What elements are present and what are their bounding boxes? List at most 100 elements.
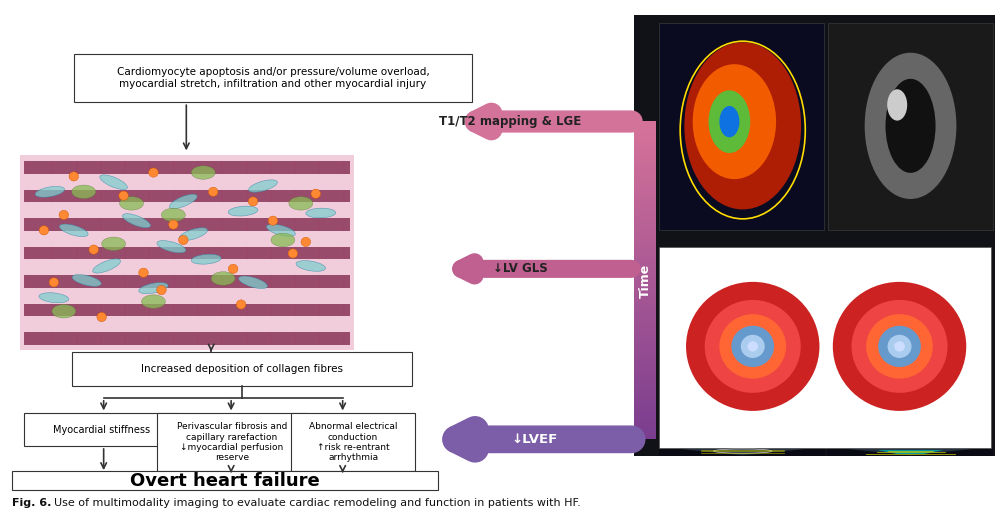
Bar — [634, 159, 656, 161]
Bar — [634, 387, 656, 390]
Bar — [634, 193, 656, 196]
Bar — [634, 141, 656, 144]
Bar — [634, 321, 656, 323]
Ellipse shape — [886, 79, 936, 173]
Bar — [634, 248, 656, 250]
Bar — [634, 386, 656, 388]
Bar — [634, 128, 656, 131]
Ellipse shape — [249, 180, 277, 192]
Bar — [634, 349, 656, 352]
Bar — [634, 252, 656, 255]
FancyBboxPatch shape — [12, 471, 438, 490]
Bar — [634, 413, 656, 415]
Bar — [634, 130, 656, 133]
Bar — [634, 241, 656, 244]
Bar — [634, 190, 656, 193]
Ellipse shape — [719, 106, 739, 137]
Bar — [634, 298, 656, 301]
Bar — [634, 327, 656, 330]
Bar — [634, 184, 656, 187]
Bar — [634, 354, 656, 357]
Bar — [634, 329, 656, 331]
Bar — [634, 256, 656, 258]
Bar — [634, 238, 656, 241]
Ellipse shape — [102, 237, 126, 250]
Bar — [634, 372, 656, 374]
Bar — [24, 218, 350, 231]
Text: ↓LVEF: ↓LVEF — [512, 433, 558, 446]
Circle shape — [833, 282, 966, 411]
Bar — [634, 402, 656, 404]
Circle shape — [139, 268, 148, 277]
Text: Use of multimodality imaging to evaluate cardiac remodeling and function in pati: Use of multimodality imaging to evaluate… — [54, 498, 581, 508]
Bar — [634, 230, 656, 233]
Circle shape — [288, 249, 298, 258]
Bar — [634, 166, 656, 169]
Bar — [634, 160, 656, 163]
Bar — [634, 178, 656, 180]
Bar — [634, 138, 656, 140]
Bar — [24, 161, 350, 174]
Bar — [634, 363, 656, 366]
Bar — [634, 282, 656, 285]
Bar — [634, 381, 656, 384]
Bar — [24, 332, 350, 345]
Circle shape — [741, 335, 765, 358]
Bar — [634, 395, 656, 398]
Bar — [634, 267, 656, 269]
Bar — [634, 305, 656, 307]
Bar — [634, 340, 656, 343]
Bar — [634, 279, 656, 282]
Bar — [634, 322, 656, 325]
Bar — [634, 365, 656, 368]
Bar — [634, 276, 656, 279]
Bar — [634, 172, 656, 174]
Bar — [634, 357, 656, 360]
Circle shape — [747, 341, 758, 352]
Bar — [634, 435, 656, 438]
Ellipse shape — [120, 196, 143, 210]
Bar — [634, 289, 656, 292]
Bar — [634, 422, 656, 425]
Bar — [634, 345, 656, 347]
Bar — [634, 384, 656, 387]
Bar — [634, 173, 656, 176]
Bar — [634, 399, 656, 401]
Bar — [634, 202, 656, 204]
Circle shape — [311, 189, 321, 199]
Bar — [634, 271, 656, 274]
Bar — [634, 199, 656, 201]
Bar — [634, 407, 656, 409]
Bar — [634, 273, 656, 276]
Bar — [634, 302, 656, 304]
Bar — [634, 121, 656, 123]
Ellipse shape — [179, 228, 208, 241]
Bar — [634, 243, 656, 245]
Bar — [634, 145, 656, 147]
Bar — [634, 168, 656, 171]
Bar — [634, 418, 656, 420]
Bar — [634, 246, 656, 248]
Bar — [634, 213, 656, 215]
Ellipse shape — [139, 282, 168, 294]
Bar — [634, 225, 656, 228]
Bar — [634, 195, 656, 198]
Bar — [634, 434, 656, 436]
Bar — [634, 367, 656, 370]
Ellipse shape — [296, 261, 326, 271]
Text: T1/T2 mapping & LGE: T1/T2 mapping & LGE — [439, 115, 581, 128]
Bar — [634, 421, 656, 423]
Bar — [634, 286, 656, 289]
Circle shape — [69, 172, 79, 181]
Circle shape — [878, 326, 921, 367]
Bar — [634, 389, 656, 391]
Bar — [634, 229, 656, 231]
Bar — [634, 157, 656, 160]
Bar — [634, 324, 656, 326]
Bar — [634, 432, 656, 435]
Bar — [634, 200, 656, 203]
Bar — [634, 278, 656, 280]
Bar — [634, 294, 656, 296]
Bar — [634, 264, 656, 266]
Bar — [634, 208, 656, 211]
